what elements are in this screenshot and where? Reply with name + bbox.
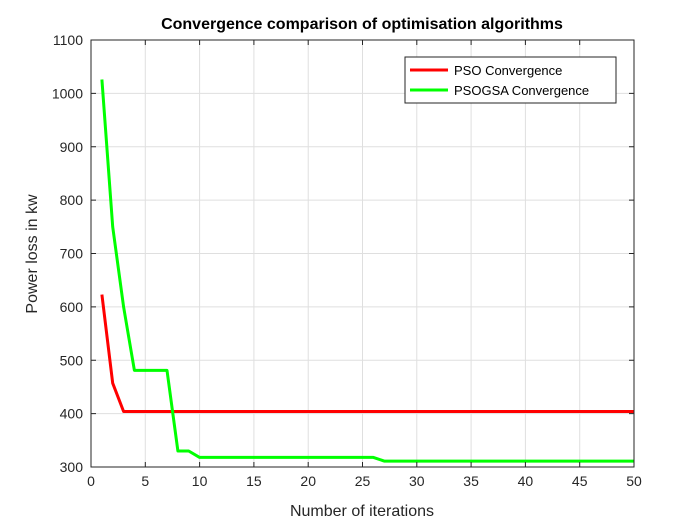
y-tick-label: 500: [60, 352, 84, 368]
legend-label-pso: PSO Convergence: [454, 63, 562, 78]
legend-box: [404, 56, 617, 104]
x-tick-label: 40: [518, 473, 534, 489]
x-tick-label: 50: [626, 473, 642, 489]
legend[interactable]: PSO Convergence PSOGSA Convergence: [404, 56, 617, 104]
y-tick-label: 900: [60, 139, 84, 155]
x-tick-label: 20: [300, 473, 316, 489]
x-tick-label: 30: [409, 473, 425, 489]
y-tick-label: 1000: [52, 85, 83, 101]
y-tick-label: 400: [60, 406, 84, 422]
ticks: [90, 39, 635, 468]
x-tick-label: 25: [355, 473, 371, 489]
x-tick-labels: 0 5 10 15 20 25 30 35 40 45 50: [87, 473, 642, 489]
y-tick-labels: 300 400 500 600 700 800 900 1000 1100: [52, 32, 83, 475]
series-layer: [100, 79, 634, 463]
series-line-pso: [100, 294, 634, 413]
y-tick-label: 700: [60, 246, 84, 262]
x-tick-label: 45: [572, 473, 588, 489]
x-tick-label: 35: [463, 473, 479, 489]
legend-label-psogsa: PSOGSA Convergence: [454, 83, 589, 98]
y-tick-label: 300: [60, 459, 84, 475]
x-tick-label: 10: [192, 473, 208, 489]
y-tick-label: 600: [60, 299, 84, 315]
y-tick-label: 800: [60, 192, 84, 208]
x-axis-label: Number of iterations: [290, 503, 434, 520]
x-tick-label: 5: [141, 473, 149, 489]
x-tick-label: 15: [246, 473, 262, 489]
x-tick-label: 0: [87, 473, 95, 489]
y-axis-label: Power loss in kw: [24, 194, 41, 314]
series-line-psogsa: [100, 79, 634, 463]
chart-title: Convergence comparison of optimisation a…: [161, 16, 563, 33]
y-tick-label: 1100: [53, 32, 83, 48]
